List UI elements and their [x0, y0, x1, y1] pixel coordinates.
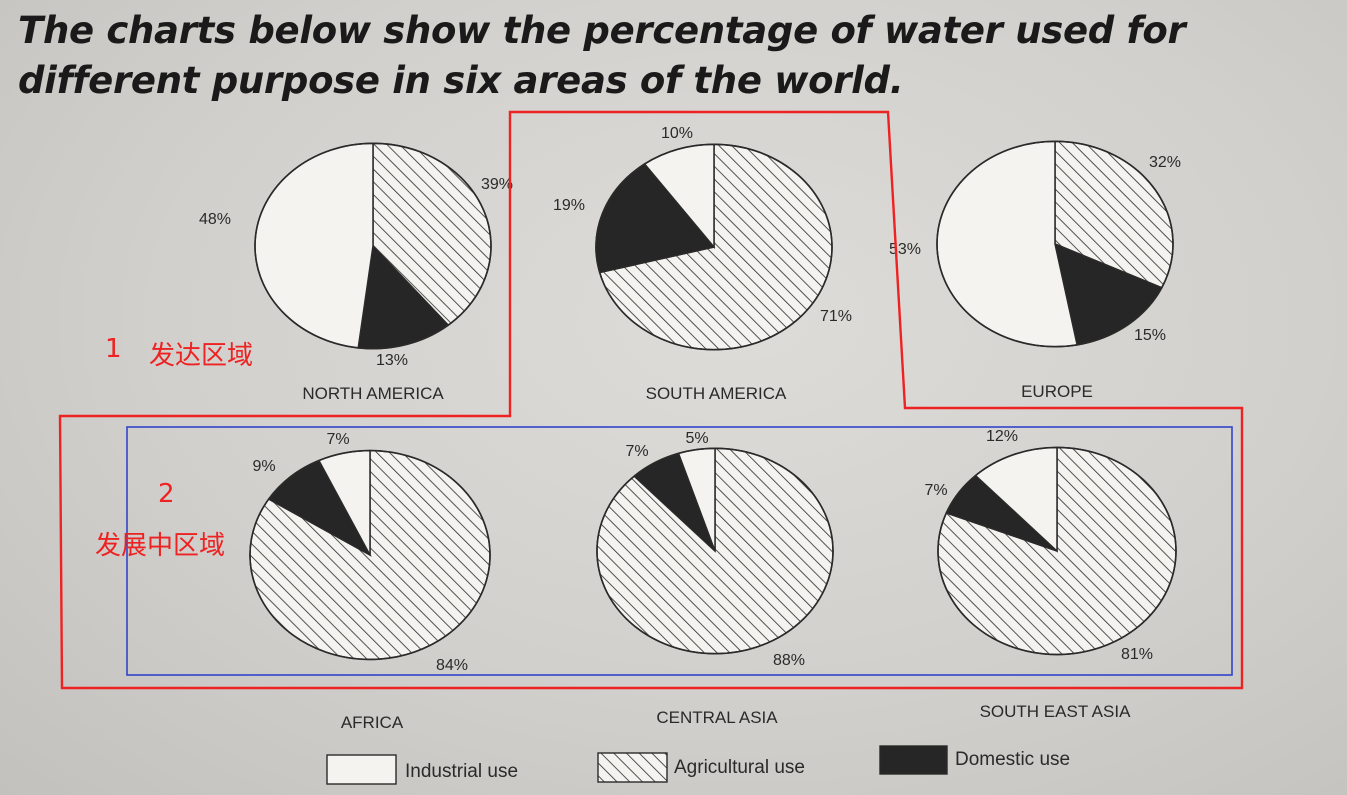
group1-number: 1 [105, 334, 122, 364]
pie-label-domestic: 15% [1134, 327, 1166, 344]
pie-slice-industrial [254, 142, 374, 349]
pie-label-industrial: 53% [889, 241, 921, 258]
developing-region-box [126, 426, 1233, 676]
pie-label-industrial: 12% [986, 428, 1018, 445]
legend-label-domestic: Domestic use [955, 749, 1070, 770]
region-label: EUROPE [1021, 382, 1093, 401]
region-label: SOUTH AMERICA [646, 384, 787, 403]
pie-chart-europe: 53% 32% 15% EUROPE [889, 140, 1181, 401]
legend-swatch-domestic [879, 745, 948, 775]
group2-number: 2 [158, 479, 175, 509]
pie-label-industrial: 5% [685, 430, 708, 447]
pie-outline [249, 449, 491, 661]
pie-label-agricultural: 84% [436, 657, 468, 674]
pie-label-agricultural: 71% [820, 308, 852, 325]
group2-label: 发展中区域 [95, 531, 225, 561]
pie-label-agricultural: 39% [481, 176, 513, 193]
pie-chart-north-america: 48% 39% 13% NORTH AMERICA [199, 142, 513, 403]
pie-label-domestic: 7% [924, 482, 947, 499]
pie-chart-south-america: 10% 71% 19% SOUTH AMERICA [553, 125, 852, 403]
group1-label: 发达区域 [149, 341, 253, 371]
legend: Industrial use Agricultural use Domestic… [326, 745, 1070, 785]
region-label: AFRICA [341, 713, 404, 732]
pie-label-agricultural: 32% [1149, 154, 1181, 171]
pie-label-industrial: 7% [326, 431, 349, 448]
pie-label-industrial: 10% [661, 125, 693, 142]
legend-label-industrial: Industrial use [405, 761, 518, 782]
region-label: CENTRAL ASIA [656, 708, 778, 727]
pie-outline [936, 140, 1174, 348]
pie-outline [937, 446, 1177, 656]
pie-outline [596, 447, 834, 655]
legend-swatch-industrial [326, 754, 397, 785]
pie-label-domestic: 13% [376, 352, 408, 369]
pie-label-domestic: 19% [553, 197, 585, 214]
region-label: SOUTH EAST ASIA [980, 702, 1132, 721]
pie-outline [595, 143, 833, 351]
pie-outline [254, 142, 492, 350]
pie-label-domestic: 9% [252, 458, 275, 475]
pies-group: 48% 39% 13% NORTH AMERICA 10% 71% 19% SOUTH AME… [199, 125, 1181, 732]
page-title: The charts below show the percentage of … [18, 9, 1186, 102]
pie-chart-africa: 7% 84% 9% AFRICA [249, 431, 491, 732]
pie-label-agricultural: 88% [773, 652, 805, 669]
developed-region-outline [58, 110, 1244, 690]
region-label: NORTH AMERICA [302, 384, 444, 403]
legend-swatch-agricultural [597, 752, 668, 783]
pie-chart-south-east-asia: 12% 81% 7% SOUTH EAST ASIA [924, 428, 1177, 721]
pie-label-domestic: 7% [625, 443, 648, 460]
pie-label-industrial: 48% [199, 211, 231, 228]
pie-label-agricultural: 81% [1121, 646, 1153, 663]
pie-chart-central-asia: 5% 88% 7% CENTRAL ASIA [596, 430, 834, 727]
legend-label-agricultural: Agricultural use [674, 757, 805, 778]
